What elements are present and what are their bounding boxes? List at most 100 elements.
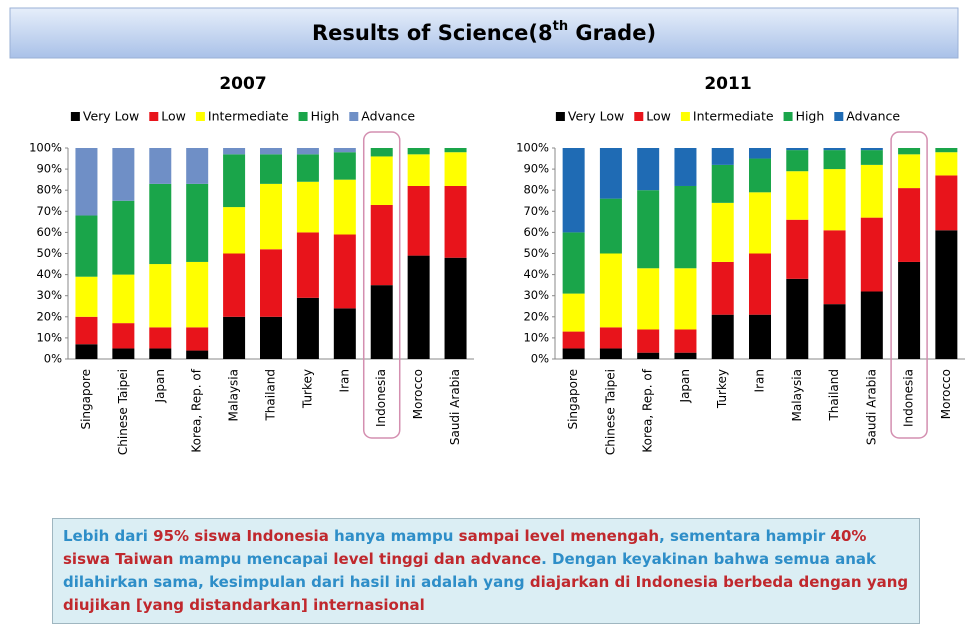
legend-swatch [634, 112, 644, 121]
legend-label: Advance [361, 109, 415, 124]
y-tick-label: 20% [523, 309, 549, 323]
legend-label: Low [646, 109, 671, 124]
y-tick-label: 50% [523, 246, 549, 260]
bar-segment [75, 148, 98, 216]
bar-segment [637, 352, 660, 359]
bar-segment [674, 185, 697, 269]
bar-segment [599, 253, 622, 328]
x-tick-label: Korea, Rep. of [641, 368, 655, 452]
legend-swatch [298, 112, 308, 121]
bar-segment [223, 207, 246, 254]
legend-swatch [349, 112, 359, 121]
y-tick-label: 50% [36, 246, 62, 260]
charts: Results of Science(8th Grade) 2007 Very L… [9, 7, 965, 455]
x-tick-label: Malaysia [790, 369, 804, 421]
bar-segment [749, 158, 771, 193]
bar-segment [296, 154, 319, 182]
x-tick-label: Saudi Arabia [864, 369, 878, 445]
legend-label: Intermediate [208, 109, 289, 124]
highlight-box [362, 131, 401, 439]
x-tick-label: Korea, Rep. of [190, 368, 204, 452]
bar-segment [674, 268, 697, 330]
y-tick-label: 30% [523, 288, 549, 302]
x-tick-label: Saudi Arabia [448, 369, 462, 445]
bar-segment [637, 148, 660, 191]
bar-segment [223, 148, 246, 155]
bar-segment [296, 232, 319, 298]
bar-segment [823, 304, 846, 359]
bar-segment [370, 285, 393, 359]
y-tick-label: 80% [36, 183, 62, 197]
y-tick-label: 40% [523, 267, 549, 281]
bar-segment [75, 276, 98, 317]
bar-segment [637, 268, 660, 330]
bar-segment [823, 148, 846, 151]
y-tick-label: 90% [523, 162, 549, 176]
bar-segment [333, 179, 356, 235]
x-tick-label: Singapore [79, 369, 93, 430]
bar-segment [562, 148, 585, 233]
bar-segment [786, 278, 809, 359]
bar-segment [223, 316, 246, 359]
note-run: hanya mampu [328, 527, 459, 545]
bar-segment [112, 323, 135, 349]
bar-segment [637, 329, 660, 353]
bar-segment [935, 148, 958, 153]
x-tick-label: Iran [753, 369, 767, 392]
y-tick-label: 70% [523, 204, 549, 218]
bar-segment [749, 314, 771, 359]
bar-segment [186, 148, 209, 184]
bar-segment [149, 264, 172, 328]
note-run: . Dengan keyakinan bahwa semua anak dila… [63, 550, 876, 591]
x-tick-label: Indonesia [902, 369, 916, 427]
bar-segment [149, 183, 172, 265]
y-tick-label: 20% [36, 309, 62, 323]
bar-segment [75, 215, 98, 277]
bar-segment [711, 314, 734, 359]
bar-segment [407, 154, 430, 186]
x-tick-label: Turkey [715, 369, 729, 409]
bar-segment [823, 150, 846, 170]
bar-segment [296, 297, 319, 359]
header-title: Results of Science(8th Grade) [312, 19, 656, 46]
bar-segment [860, 150, 883, 165]
y-tick-label: 70% [36, 204, 62, 218]
legend-swatch [149, 112, 159, 121]
bar-segment [935, 175, 958, 231]
legend-label: High [311, 109, 340, 124]
bar-segment [562, 232, 585, 294]
legend-label: Intermediate [693, 109, 774, 124]
legend-swatch [70, 112, 80, 121]
header-banner [9, 7, 959, 59]
x-tick-label: Turkey [300, 369, 314, 409]
note-run: diajarkan di Indonesia berbeda dengan ya… [63, 573, 909, 614]
x-tick-label: Singapore [566, 369, 580, 430]
bar-segment [749, 192, 771, 254]
bar-segment [599, 148, 622, 199]
legend-label: High [796, 109, 825, 124]
y-tick-label: 40% [36, 267, 62, 281]
x-tick-label: Chinese Taipei [116, 369, 130, 455]
bar-segment [296, 181, 319, 233]
x-tick-label: Thailand [264, 369, 278, 422]
bar-segment [860, 291, 883, 359]
bar-segment [711, 202, 734, 262]
bar-segment [786, 148, 809, 151]
bar-segment [112, 200, 135, 275]
x-tick-label: Indonesia [374, 369, 388, 427]
note-run: 40% siswa Taiwan [63, 527, 867, 568]
bar-segment [370, 148, 393, 157]
bar-segment [370, 204, 393, 286]
x-tick-label: Iran [337, 369, 351, 392]
bar-segment [260, 148, 282, 155]
note-run: , sementara hampir [659, 527, 831, 545]
bar-segment [674, 148, 697, 186]
bar-segment [898, 154, 921, 189]
legend-swatch [195, 112, 205, 121]
title-sup: th [553, 19, 568, 34]
x-tick-label: Chinese Taipei [603, 369, 617, 455]
y-tick-label: 0% [531, 352, 549, 366]
bar-segment [860, 217, 883, 292]
bar-segment [260, 249, 282, 317]
chart-title: 2007 [219, 74, 266, 94]
